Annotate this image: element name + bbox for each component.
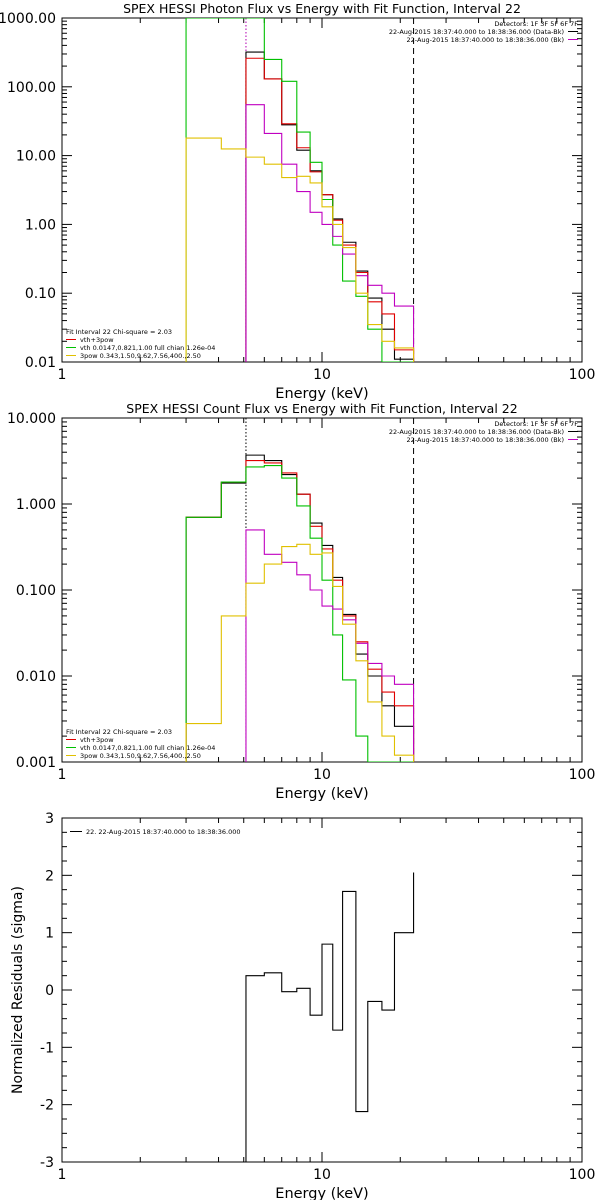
y-tick-label: 0.100 [16,583,56,599]
y-tick-label: 10.00 [16,149,56,165]
legend-bottom-entry: vth+3pow [80,336,114,344]
legend-top-entry: Detectors: 1F 3F 5F 6F 7F [494,20,578,28]
chart-title: SPEX HESSI Count Flux vs Energy with Fit… [126,401,517,416]
y-tick-label: 100.00 [7,80,56,96]
legend-bottom-entry: 3pow 0.343,1.50,9.62,7.56,400.,2.50 [80,752,201,760]
y-tick-label: 0.010 [16,669,56,685]
x-tick-label: 10 [313,767,331,783]
y-tick-label: 0.10 [25,286,56,302]
y-tick-label: 1 [45,926,54,942]
series-line-bk [185,137,415,362]
series-line-vth [185,464,415,762]
y-tick-label: -3 [40,1155,54,1171]
series-line-vth-3pow [245,57,415,362]
legend-top-entry: 22-Aug-2015 18:37:40.000 to 18:38:36.000… [389,28,564,36]
y-tick-label: 2 [45,868,54,884]
x-tick-label: 100 [569,1167,596,1183]
series-line-vth-3pow [185,460,415,762]
series-line-data-bk [185,454,415,762]
legend-top-entry: 22-Aug-2015 18:37:40.000 to 18:38:36.000… [407,436,564,444]
y-axis-label: Normalized Residuals (sigma) [10,886,26,1094]
legend-top-entry: 22-Aug-2015 18:37:40.000 to 18:38:36.000… [407,36,564,44]
legend-entry: 22. 22-Aug-2015 18:37:40.000 to 18:38:36… [86,828,241,836]
x-tick-label: 1 [58,1167,67,1183]
series-group [185,18,415,362]
y-tick-label: 3 [45,811,54,827]
x-tick-label: 100 [569,767,596,783]
series-line-22-22-aug-2015-18-37-40-000-to [245,872,415,1162]
legend-bottom-entry: Fit Interval 22 Chi-square = 2.03 [66,728,172,736]
y-tick-label: 0 [45,983,54,999]
series-line-vth [185,18,415,362]
x-tick-label: 10 [313,367,331,383]
x-axis-label: Energy (keV) [275,386,368,402]
y-tick-label: -2 [40,1098,54,1114]
y-tick-label: 1.000 [16,497,56,513]
y-tick-label: 0.01 [25,355,56,371]
x-tick-label: 100 [569,367,596,383]
legend-bottom-entry: 3pow 0.343,1.50,9.62,7.56,400.,2.50 [80,352,201,360]
y-tick-label: 10.000 [7,411,56,427]
x-axis-label: Energy (keV) [275,786,368,802]
legend-bottom-entry: vth 0.0147,0.821,1.00 full chian 1.26e-0… [80,344,215,352]
x-axis-label: Energy (keV) [275,1186,368,1200]
legend-top-entry: Detectors: 1F 3F 5F 6F 7F [494,420,578,428]
chart-title: SPEX HESSI Photon Flux vs Energy with Fi… [123,1,521,16]
y-tick-label: 1000.00 [0,11,56,27]
series-group [245,872,415,1162]
legend-bottom-entry: Fit Interval 22 Chi-square = 2.03 [66,328,172,336]
series-line-bk [185,543,415,762]
x-tick-label: 1 [58,367,67,383]
series-line-3pow [245,104,415,362]
x-tick-label: 1 [58,767,67,783]
chart-panel-1: 1 10 100 0.01 0.10 1.00 10.00 100.00 1000.00 SPEX… [0,1,595,402]
y-tick-label: 1.00 [25,217,56,233]
chart-panel-2: 1 10 100 0.001 0.010 0.100 1.000 10.000 SPEX HES… [7,401,595,802]
series-group [185,454,415,762]
y-tick-label: 0.001 [16,755,56,771]
series-line-3pow [245,529,415,762]
legend-bottom-entry: vth+3pow [80,736,114,744]
y-tick-label: -1 [40,1040,54,1056]
legend-top-entry: 22-Aug-2015 18:37:40.000 to 18:38:36.000… [389,428,564,436]
legend-bottom-entry: vth 0.0147,0.821,1.00 full chian 1.26e-0… [80,744,215,752]
chart-panel-3: 1 10 100 -3 -2 -1 0 1 2 3 Energy (keV) Normalized R… [10,811,595,1200]
x-tick-label: 10 [313,1167,331,1183]
series-line-data-bk [245,51,415,362]
